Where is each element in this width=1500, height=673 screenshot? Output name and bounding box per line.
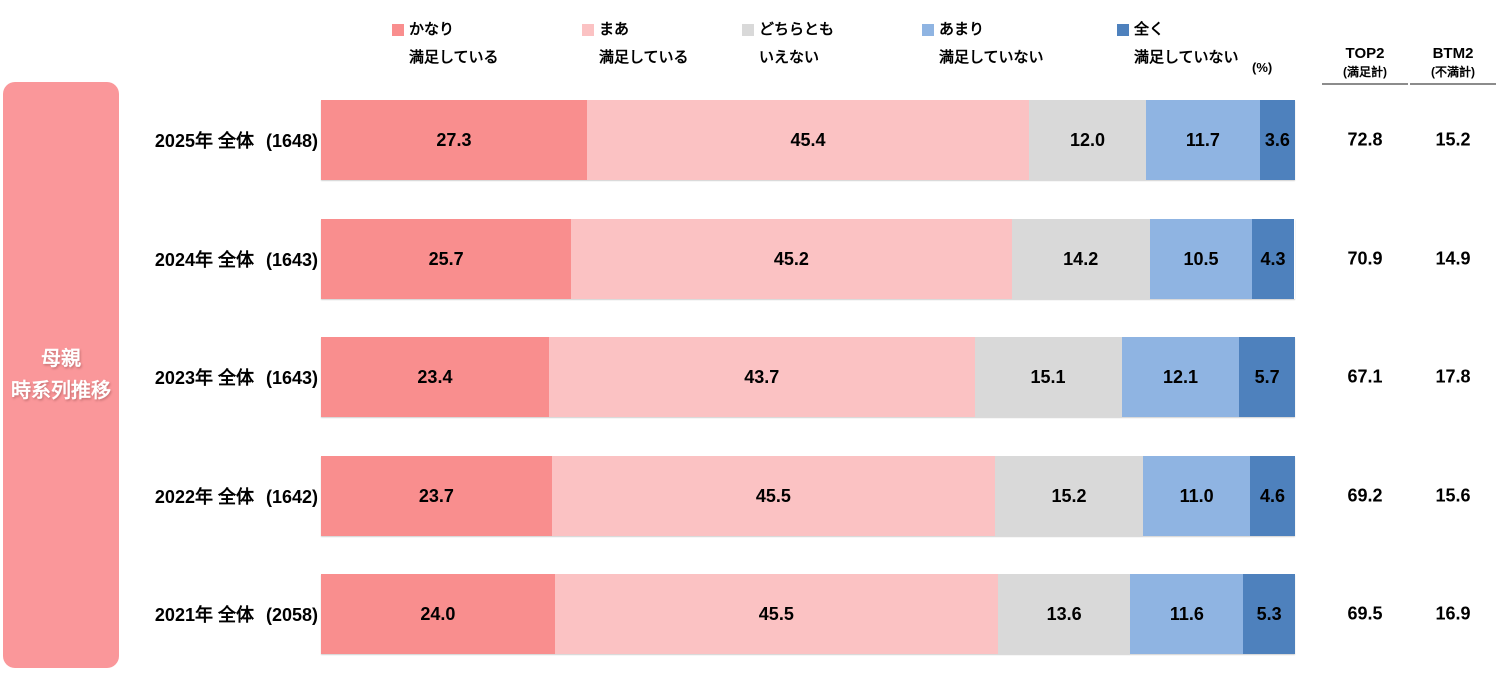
- legend-swatch-icon: [582, 24, 594, 36]
- top2-value: 67.1: [1347, 366, 1383, 387]
- chart-row: 2025年 全体 (1648) 27.3 45.4 12.0 11.7 3.6 72.8 …: [0, 100, 1500, 180]
- top2-title: TOP2: [1345, 45, 1385, 62]
- bar-segment: 45.4: [586, 100, 1030, 180]
- chart-row: 2022年 全体 (1642) 23.7 45.5 15.2 11.0 4.6 69.2 …: [0, 456, 1500, 536]
- row-label: 2022年 全体 (1642): [120, 483, 318, 509]
- bar-segment: 23.4: [321, 337, 549, 417]
- stacked-bar: 27.3 45.4 12.0 11.7 3.6: [321, 100, 1295, 180]
- legend-label: どちらとも いえない: [759, 21, 835, 66]
- row-sample-size: (1643): [265, 250, 318, 270]
- top2-column-header: TOP2 (満足計): [1322, 44, 1408, 85]
- stacked-bar: 23.7 45.5 15.2 11.0 4.6: [321, 456, 1295, 536]
- bar-segment: 4.6: [1250, 456, 1295, 536]
- btm2-value: 15.6: [1435, 485, 1471, 506]
- bar-segment: 15.1: [974, 337, 1122, 417]
- bar-segment: 13.6: [997, 574, 1131, 654]
- bar-segment: 4.3: [1252, 219, 1294, 299]
- bar-segment: 25.7: [321, 219, 572, 299]
- row-label: 2023年 全体 (1643): [120, 364, 318, 390]
- chart-row: 2024年 全体 (1643) 25.7 45.2 14.2 10.5 4.3 70.9 …: [0, 219, 1500, 299]
- bar-segment: 11.0: [1143, 456, 1251, 536]
- bar-segment: 3.6: [1259, 100, 1295, 180]
- row-sample-size: (1648): [265, 131, 318, 151]
- row-label: 2025年 全体 (1648): [120, 127, 318, 153]
- row-sample-size: (2058): [265, 605, 318, 625]
- bar-segment: 12.1: [1121, 337, 1240, 417]
- stacked-bar: 25.7 45.2 14.2 10.5 4.3: [321, 219, 1295, 299]
- bar-segment: 45.2: [571, 219, 1012, 299]
- bar-segment: 23.7: [321, 456, 552, 536]
- row-label: 2024年 全体 (1643): [120, 246, 318, 272]
- bar-segment: 14.2: [1011, 219, 1150, 299]
- btm2-value: 17.8: [1435, 366, 1471, 387]
- chart-row: 2021年 全体 (2058) 24.0 45.5 13.6 11.6 5.3 69.5 …: [0, 574, 1500, 654]
- row-sample-size: (1642): [265, 487, 318, 507]
- legend-item: まあ 満足している: [582, 16, 742, 72]
- legend-label: かなり 満足している: [409, 21, 499, 66]
- row-label: 2021年 全体 (2058): [120, 601, 318, 627]
- row-year-label: 2023年 全体: [154, 368, 254, 388]
- legend-item: あまり 満足していない: [922, 16, 1117, 72]
- bar-segment: 45.5: [554, 574, 998, 654]
- legend-swatch-icon: [742, 24, 754, 36]
- top2-value: 69.5: [1347, 603, 1383, 624]
- btm2-value: 14.9: [1435, 248, 1471, 269]
- sidebar-title-line2: 時系列推移: [11, 380, 111, 402]
- btm2-title: BTM2: [1432, 45, 1474, 62]
- bar-segment: 11.6: [1130, 574, 1244, 654]
- row-year-label: 2021年 全体: [154, 605, 254, 625]
- top2-value: 72.8: [1347, 129, 1383, 150]
- chart-legend: かなり 満足している まあ 満足している どちらとも いえない あまり 満足していない …: [392, 16, 1267, 72]
- legend-swatch-icon: [922, 24, 934, 36]
- legend-label: 全く 満足していない: [1134, 21, 1239, 66]
- legend-swatch-icon: [392, 24, 404, 36]
- legend-item: どちらとも いえない: [742, 16, 922, 72]
- bar-segment: 27.3: [321, 100, 587, 180]
- stacked-bar: 24.0 45.5 13.6 11.6 5.3: [321, 574, 1295, 654]
- bar-segment: 12.0: [1029, 100, 1146, 180]
- chart-row: 2023年 全体 (1643) 23.4 43.7 15.1 12.1 5.7 67.1 …: [0, 337, 1500, 417]
- bar-segment: 24.0: [321, 574, 555, 654]
- sidebar-title-line1: 母親: [41, 348, 81, 370]
- bar-segment: 11.7: [1145, 100, 1260, 180]
- bar-segment: 5.7: [1239, 337, 1295, 417]
- bar-segment: 45.5: [551, 456, 995, 536]
- category-sidebar: 母親 時系列推移: [3, 82, 119, 668]
- row-year-label: 2022年 全体: [154, 487, 254, 507]
- top2-subtitle: (満足計): [1322, 64, 1408, 85]
- bar-segment: 5.3: [1243, 574, 1295, 654]
- row-sample-size: (1643): [265, 368, 318, 388]
- stacked-bar: 23.4 43.7 15.1 12.1 5.7: [321, 337, 1295, 417]
- legend-label: あまり 満足していない: [939, 21, 1044, 66]
- btm2-column-header: BTM2 (不満計): [1410, 44, 1496, 85]
- bar-segment: 15.2: [994, 456, 1144, 536]
- legend-item: かなり 満足している: [392, 16, 582, 72]
- top2-value: 70.9: [1347, 248, 1383, 269]
- legend-swatch-icon: [1117, 24, 1129, 36]
- percent-unit-label: (%): [1252, 60, 1273, 75]
- top2-value: 69.2: [1347, 485, 1383, 506]
- row-year-label: 2024年 全体: [154, 250, 254, 270]
- btm2-value: 15.2: [1435, 129, 1471, 150]
- btm2-value: 16.9: [1435, 603, 1471, 624]
- row-year-label: 2025年 全体: [154, 131, 254, 151]
- legend-item: 全く 満足していない: [1117, 16, 1267, 72]
- btm2-subtitle: (不満計): [1410, 64, 1496, 85]
- bar-segment: 10.5: [1149, 219, 1253, 299]
- bar-segment: 43.7: [548, 337, 975, 417]
- legend-label: まあ 満足している: [599, 21, 689, 66]
